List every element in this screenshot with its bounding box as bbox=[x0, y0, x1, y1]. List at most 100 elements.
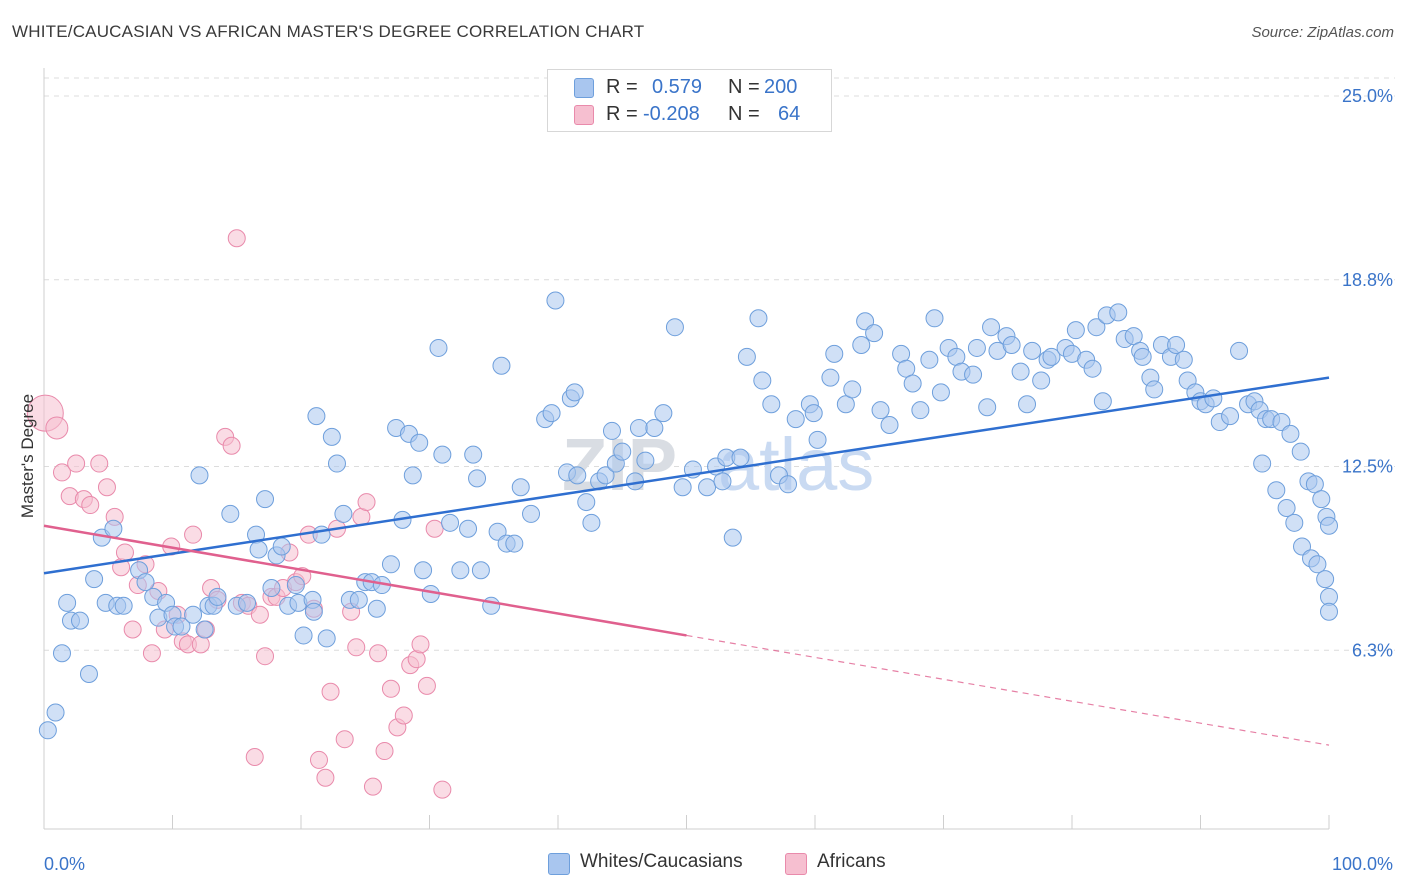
whites-point bbox=[1281, 424, 1300, 443]
africans-point bbox=[369, 644, 388, 663]
whites-point bbox=[565, 383, 584, 402]
whites-point bbox=[1087, 318, 1106, 337]
africans-point bbox=[256, 647, 275, 666]
whites-point bbox=[1167, 335, 1186, 354]
africans-point bbox=[335, 730, 354, 749]
africans-trend-extension bbox=[686, 634, 1330, 746]
y-tick-label: 12.5% bbox=[1342, 457, 1393, 477]
whites-point bbox=[1124, 327, 1143, 346]
whites-point bbox=[852, 335, 871, 354]
whites-point bbox=[629, 418, 648, 437]
whites-point bbox=[317, 629, 336, 648]
whites-point bbox=[1093, 392, 1112, 411]
whites-point bbox=[577, 493, 596, 512]
whites-point bbox=[1011, 362, 1030, 381]
legend-n-value: 200 bbox=[764, 76, 798, 98]
whites-point bbox=[1320, 602, 1338, 621]
whites-point bbox=[114, 596, 133, 615]
grid-lines bbox=[44, 77, 1395, 651]
y-tick-label: 6.3% bbox=[1352, 640, 1393, 660]
x-tick-label: 0.0% bbox=[44, 854, 85, 874]
whites-point bbox=[58, 593, 77, 612]
x-tick-label: 100.0% bbox=[1332, 854, 1393, 874]
africans-point bbox=[309, 750, 328, 769]
africans-point bbox=[347, 638, 366, 657]
whites-point bbox=[414, 561, 433, 580]
whites-point bbox=[451, 561, 470, 580]
legend-swatch-blue bbox=[574, 78, 594, 98]
legend-n-label: N = bbox=[728, 76, 760, 98]
africans-point bbox=[222, 436, 241, 455]
whites-point bbox=[505, 534, 524, 553]
africans-point bbox=[45, 416, 69, 440]
whites-point bbox=[195, 620, 214, 639]
africans-point bbox=[250, 605, 269, 624]
whites-point bbox=[322, 427, 341, 446]
africans-point bbox=[394, 706, 413, 725]
whites-point bbox=[441, 513, 460, 532]
y-tick-label: 18.8% bbox=[1342, 270, 1393, 290]
legend-n-value: 64 bbox=[778, 103, 801, 125]
whites-point bbox=[410, 433, 429, 452]
legend-row-whites: R = 0.579 N = 200 bbox=[548, 74, 831, 100]
whites-point bbox=[542, 404, 561, 423]
axes bbox=[43, 68, 1330, 830]
whites-point bbox=[1316, 570, 1335, 589]
whites-point bbox=[85, 570, 104, 589]
whites-point bbox=[636, 451, 655, 470]
whites-point bbox=[190, 466, 209, 485]
legend-r-label: R = bbox=[606, 103, 638, 125]
whites-point bbox=[1002, 335, 1021, 354]
africans-point bbox=[375, 742, 394, 761]
whites-point bbox=[334, 504, 353, 523]
whites-point bbox=[925, 309, 944, 328]
whites-point bbox=[38, 721, 57, 740]
africans-point bbox=[90, 454, 109, 473]
whites-point bbox=[249, 540, 268, 559]
whites-point bbox=[665, 318, 684, 337]
whites-point bbox=[1042, 347, 1061, 366]
africans-point bbox=[81, 496, 100, 515]
africans-point bbox=[115, 543, 134, 562]
whites-point bbox=[1032, 371, 1051, 390]
y-tick-label: 25.0% bbox=[1342, 86, 1393, 106]
whites-point bbox=[1221, 407, 1240, 426]
bottom-legend-swatch-pink bbox=[785, 853, 807, 875]
legend-row-africans: R = -0.208 N = 64 bbox=[548, 101, 831, 127]
whites-point bbox=[464, 445, 483, 464]
legend-r-label: R = bbox=[606, 76, 638, 98]
whites-point bbox=[546, 291, 565, 310]
whites-point bbox=[46, 703, 65, 722]
whites-point bbox=[1267, 481, 1286, 500]
whites-point bbox=[1174, 350, 1193, 369]
whites-point bbox=[184, 605, 203, 624]
whites-point bbox=[808, 430, 827, 449]
whites-point bbox=[1133, 347, 1152, 366]
whites-point bbox=[1023, 341, 1042, 360]
whites-point bbox=[381, 555, 400, 574]
whites-points bbox=[38, 291, 1338, 740]
whites-point bbox=[865, 324, 884, 343]
whites-point bbox=[821, 368, 840, 387]
whites-point bbox=[582, 513, 601, 532]
whites-point bbox=[568, 466, 587, 485]
whites-point bbox=[471, 561, 490, 580]
whites-point bbox=[698, 478, 717, 497]
whites-point bbox=[920, 350, 939, 369]
whites-point bbox=[911, 401, 930, 420]
chart-title: WHITE/CAUCASIAN VS AFRICAN MASTER'S DEGR… bbox=[12, 22, 645, 41]
africans-point bbox=[407, 650, 426, 669]
africans-point bbox=[245, 747, 264, 766]
whites-point bbox=[294, 626, 313, 645]
whites-point bbox=[645, 418, 664, 437]
whites-point bbox=[1277, 498, 1296, 517]
whites-point bbox=[312, 525, 331, 544]
y-axis-label: Master's Degree bbox=[18, 394, 37, 518]
whites-point bbox=[327, 454, 346, 473]
africans-point bbox=[433, 780, 452, 799]
whites-point bbox=[172, 617, 191, 636]
bottom-legend-label-whites: Whites/Caucasians bbox=[580, 851, 743, 872]
whites-point bbox=[1066, 321, 1085, 340]
whites-point bbox=[304, 602, 323, 621]
